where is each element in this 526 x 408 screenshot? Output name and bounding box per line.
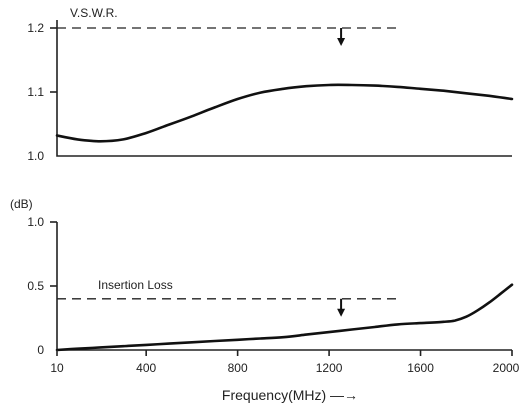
arrow-head — [337, 308, 346, 317]
x-tick-label: 1600 — [407, 361, 434, 375]
x-tick-label: 2000 — [493, 361, 520, 375]
x-tick-label: 1200 — [316, 361, 343, 375]
il-ytick-label: 1.0 — [27, 215, 44, 229]
x-axis-label: Frequency(MHz) —→ — [222, 387, 358, 403]
x-tick-label: 10 — [50, 361, 64, 375]
il-down-arrow — [337, 298, 346, 317]
x-tick-label: 400 — [136, 361, 156, 375]
insertion-loss-chart: (dB) 1.0 0.5 0 Insertion Loss 10 400 800 12… — [10, 197, 520, 403]
vswr-series-line — [55, 83, 514, 143]
vswr-title: V.S.W.R. — [70, 6, 118, 20]
x-axis-ticks: 10 400 800 1200 1600 2000 — [50, 350, 520, 375]
il-ytick-label: 0 — [37, 343, 44, 357]
il-ylabel: (dB) — [10, 197, 33, 211]
il-series-line — [55, 283, 514, 352]
vswr-ytick-label: 1.2 — [27, 21, 44, 35]
vswr-ytick-label: 1.0 — [27, 149, 44, 163]
insertion-loss-label: Insertion Loss — [98, 278, 173, 292]
vswr-ytick-label: 1.1 — [27, 85, 44, 99]
x-tick-label: 800 — [228, 361, 248, 375]
il-ytick-label: 0.5 — [27, 279, 44, 293]
arrow-head — [337, 38, 346, 46]
vswr-down-arrow — [337, 28, 346, 46]
vswr-axes — [56, 20, 512, 157]
vswr-chart: V.S.W.R. 1.2 1.1 1.0 — [27, 6, 514, 163]
